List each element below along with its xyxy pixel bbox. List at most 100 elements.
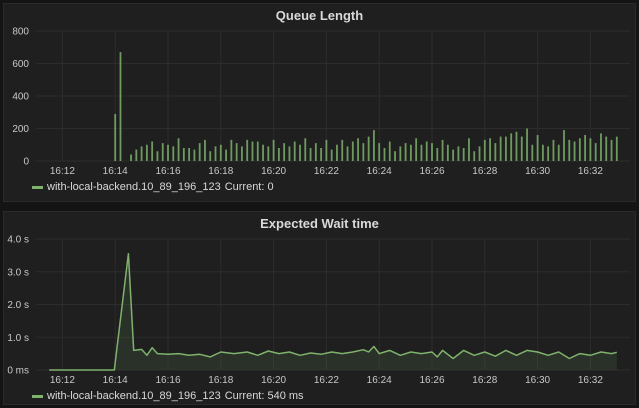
legend-series-name[interactable]: with-local-backend.10_89_196_123	[47, 390, 221, 402]
bar	[193, 149, 196, 161]
bar	[600, 133, 602, 161]
bar	[552, 139, 555, 161]
x-tick-label: 16:24	[367, 166, 392, 177]
bar	[167, 144, 169, 161]
bar	[198, 143, 201, 161]
bar	[209, 151, 212, 161]
bar	[267, 146, 270, 161]
bar	[573, 141, 576, 161]
bar	[241, 146, 243, 161]
bar	[409, 144, 412, 161]
x-tick-label: 16:32	[578, 166, 603, 177]
bar	[346, 146, 349, 161]
bar	[230, 139, 233, 161]
bar	[531, 144, 534, 161]
y-tick-label: 0	[23, 157, 29, 168]
x-tick-label: 16:18	[208, 166, 233, 177]
bar	[219, 144, 222, 161]
bar	[288, 146, 291, 161]
x-tick-label: 16:26	[419, 166, 444, 177]
bar	[357, 138, 359, 161]
bar	[420, 144, 423, 161]
bar	[151, 141, 154, 161]
bar	[563, 130, 565, 161]
bar	[468, 138, 470, 161]
bar	[367, 136, 370, 161]
legend-current-value: Current: 540 ms	[224, 390, 304, 402]
bar	[119, 52, 122, 161]
y-tick-label: 2.0 s	[7, 300, 29, 311]
bar	[388, 141, 391, 161]
bar	[145, 144, 148, 161]
x-tick-label: 16:32	[578, 375, 603, 386]
x-tick-label: 16:28	[472, 375, 497, 386]
bar	[425, 141, 428, 161]
bar	[130, 154, 132, 161]
bar	[309, 148, 312, 161]
y-tick-label: 600	[12, 59, 29, 70]
y-tick-label: 0 ms	[7, 366, 29, 377]
x-tick-label: 16:28	[472, 166, 497, 177]
panel-title[interactable]: Expected Wait time	[260, 216, 379, 231]
bar	[494, 143, 497, 161]
bar	[441, 139, 444, 161]
bar	[499, 136, 502, 161]
bar	[373, 130, 375, 161]
chart-legend: with-local-backend.10_89_196_123 Current:…	[32, 390, 304, 402]
bar	[177, 138, 180, 161]
bar	[452, 149, 455, 161]
bar	[135, 149, 138, 161]
bar	[330, 149, 333, 161]
chart-legend: with-local-backend.10_89_196_123 Current:…	[32, 181, 274, 193]
y-tick-label: 3.0 s	[7, 267, 29, 278]
x-tick-label: 16:22	[314, 375, 339, 386]
x-tick-label: 16:30	[525, 375, 550, 386]
bar	[394, 151, 396, 161]
bar	[314, 143, 317, 161]
x-tick-label: 16:22	[314, 166, 339, 177]
bar	[615, 136, 618, 161]
x-tick-label: 16:12	[50, 166, 75, 177]
bar	[256, 141, 259, 161]
bar	[415, 138, 418, 161]
panel-title[interactable]: Queue Length	[275, 8, 364, 23]
legend-series-name[interactable]: with-local-backend.10_89_196_123	[47, 181, 221, 193]
bar	[404, 143, 407, 161]
x-tick-label: 16:18	[208, 375, 233, 386]
series-area-fill	[49, 253, 617, 370]
bar	[557, 144, 560, 161]
bar	[536, 135, 539, 161]
bar	[320, 148, 323, 161]
bar	[188, 148, 191, 161]
legend-current-value: Current: 0	[224, 181, 274, 193]
legend-swatch	[32, 185, 43, 189]
bar	[399, 146, 402, 161]
legend-swatch	[32, 394, 43, 398]
bar	[182, 148, 185, 161]
bar	[325, 139, 328, 161]
bar	[610, 139, 613, 161]
y-tick-label: 400	[12, 92, 29, 103]
bar	[462, 148, 465, 161]
x-tick-label: 16:16	[155, 375, 180, 386]
bar	[299, 144, 301, 161]
bar	[225, 149, 227, 161]
x-tick-label: 16:12	[50, 375, 75, 386]
bar	[378, 143, 381, 161]
x-tick-label: 16:14	[103, 375, 128, 386]
x-tick-label: 16:16	[155, 166, 180, 177]
bar	[351, 141, 354, 161]
x-tick-label: 16:14	[103, 166, 128, 177]
y-tick-label: 1.0 s	[7, 333, 29, 344]
bar	[489, 138, 491, 161]
bar	[446, 144, 449, 161]
bar	[140, 146, 143, 161]
bar	[214, 146, 217, 161]
series-line	[49, 252, 617, 371]
bar	[336, 144, 338, 161]
bar	[568, 139, 571, 161]
bar	[515, 131, 518, 161]
bar	[172, 146, 175, 161]
bar	[246, 139, 249, 161]
